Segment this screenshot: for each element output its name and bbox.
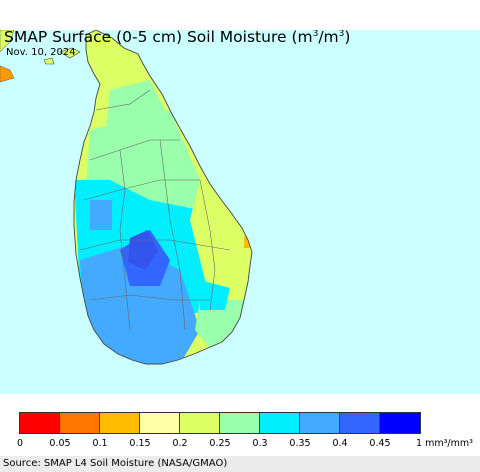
legend-tick-label: 0.25 <box>209 438 231 449</box>
legend-tick-label: 0.3 <box>252 438 268 449</box>
north-islet-2 <box>43 57 55 65</box>
map-date: Nov. 10, 2024 <box>6 47 76 58</box>
zone-southwest <box>80 245 200 364</box>
india-coast <box>0 30 15 53</box>
legend-swatch <box>220 413 260 433</box>
legend-end-label: 1 mm³/mm³ <box>416 438 473 449</box>
zone-southeast-wet <box>200 280 230 310</box>
legend-swatch <box>260 413 300 433</box>
legend-swatch <box>60 413 100 433</box>
legend-tick-label: 0.45 <box>369 438 391 449</box>
legend-tick-label: 0.15 <box>129 438 151 449</box>
zone-southeast <box>195 300 245 348</box>
map-panel: SMAP Surface (0-5 cm) Soil Moisture (m3/… <box>0 30 480 394</box>
legend-tick-label: 0.4 <box>332 438 348 449</box>
legend-colorbar <box>19 412 421 434</box>
legend-swatch <box>340 413 380 433</box>
zone-base <box>74 30 252 364</box>
legend-tick-label: 0.35 <box>289 438 311 449</box>
north-islet <box>59 47 81 59</box>
legend-swatch <box>100 413 140 433</box>
map-title: SMAP Surface (0-5 cm) Soil Moisture (m3/… <box>4 30 351 46</box>
legend-swatch <box>380 413 420 433</box>
legend-swatch <box>140 413 180 433</box>
source-footer: Source: SMAP L4 Soil Moisture (NASA/GMAO… <box>0 456 480 472</box>
legend-tick-label: 0 <box>16 438 24 449</box>
legend-tick-label: 0.05 <box>49 438 71 449</box>
zone-east-coast <box>190 180 252 320</box>
district-boundaries <box>79 89 231 331</box>
legend-swatch <box>180 413 220 433</box>
india-coast-dry <box>0 65 15 83</box>
legend-swatch <box>20 413 60 433</box>
zone-east-dry-spot <box>244 236 252 248</box>
legend-swatch <box>300 413 340 433</box>
zone-northwest-patch <box>96 146 114 166</box>
island-outline <box>73 30 253 365</box>
legend-tick-labels: 0 0.05 0.1 0.15 0.2 0.25 0.3 0.35 0.4 0.45 1 mm³/m… <box>0 438 480 452</box>
legend-tick-label: 0.2 <box>172 438 188 449</box>
sri-lanka-map <box>0 30 253 365</box>
zone-west-wet-patch <box>90 200 112 230</box>
legend-tick-label: 0.1 <box>92 438 108 449</box>
